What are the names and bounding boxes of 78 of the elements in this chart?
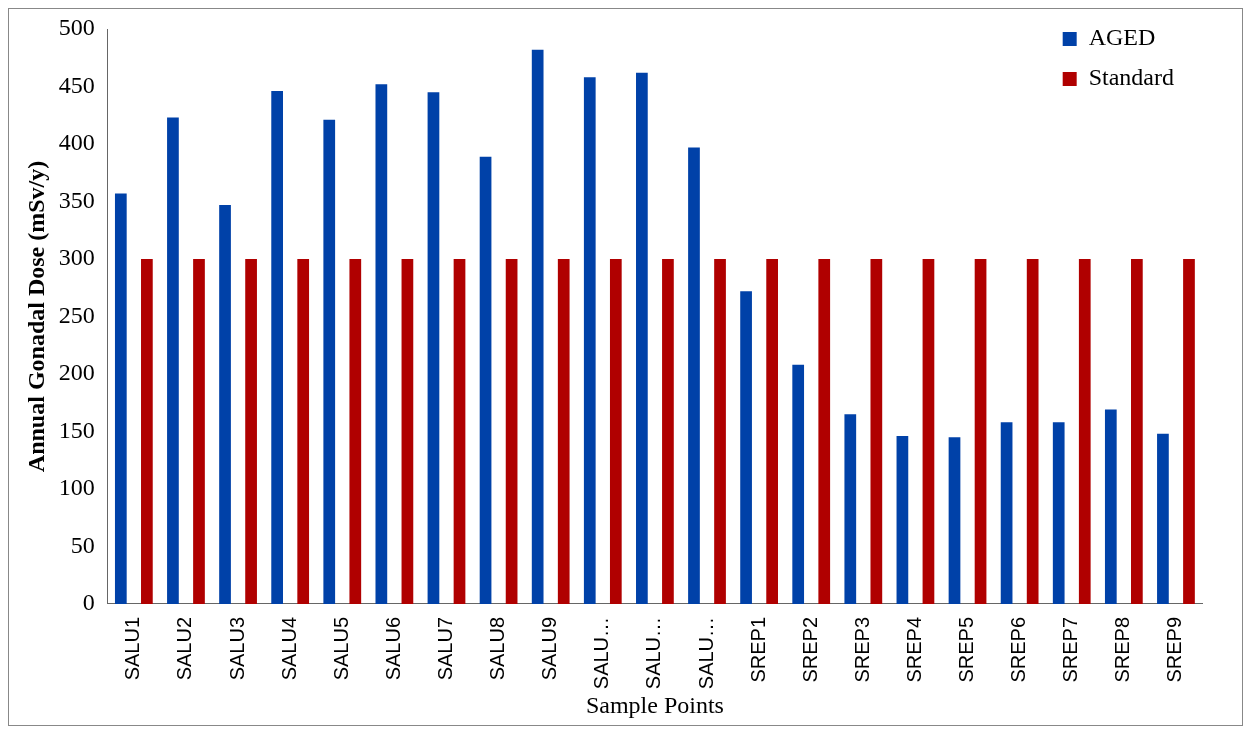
x-tick-label: SALU… (642, 616, 665, 690)
bar (609, 258, 622, 604)
bar (1000, 422, 1013, 604)
y-tick-label: 200 (58, 359, 95, 386)
bar (896, 436, 909, 604)
bar (505, 258, 518, 604)
bar (818, 258, 831, 604)
x-tick-label: SALU7 (434, 616, 456, 681)
y-tick-label: 400 (58, 129, 95, 156)
x-tick-label: SALU8 (486, 616, 509, 681)
x-axis-title: Sample Points (585, 691, 724, 718)
bar (114, 193, 127, 604)
x-tick-label: SREP7 (1059, 616, 1082, 683)
x-tick-label: SALU… (590, 616, 613, 690)
x-tick-label: SREP5 (955, 616, 978, 683)
y-tick-label: 450 (58, 71, 95, 98)
bar (427, 92, 440, 604)
bar (193, 258, 205, 604)
x-tick-label: SREP2 (798, 616, 821, 683)
bar (1131, 258, 1143, 604)
x-tick-label: SALU9 (538, 616, 561, 681)
bar (922, 258, 935, 604)
y-tick-label: 350 (58, 186, 95, 213)
bar (870, 258, 883, 604)
x-tick-label: SREP9 (1163, 616, 1186, 683)
x-tick-label: SALU6 (381, 616, 404, 681)
bar (479, 156, 492, 604)
bar (271, 91, 283, 604)
bar (740, 291, 752, 604)
x-tick-label: SALU… (694, 616, 717, 690)
bar (1183, 258, 1195, 604)
y-tick-label: 0 (82, 589, 95, 616)
x-tick-label: SREP1 (746, 616, 769, 683)
bar (401, 258, 414, 604)
bar (662, 258, 674, 604)
x-tick-label: SREP4 (902, 616, 925, 683)
bar (714, 258, 726, 604)
bar (1052, 422, 1065, 604)
bar (636, 72, 648, 604)
x-tick-label: SREP3 (850, 616, 873, 683)
bar (453, 258, 466, 604)
bar (531, 49, 544, 604)
y-tick-label: 300 (58, 244, 95, 271)
y-axis-title: Annual Gonadal Dose (mSv/y) (22, 160, 49, 473)
bar (688, 147, 700, 604)
bar (297, 258, 310, 604)
bar (1104, 409, 1117, 604)
y-tick-label: 50 (70, 531, 95, 558)
x-tick-label: SREP6 (1007, 616, 1030, 683)
bar (1026, 258, 1039, 604)
bar (766, 258, 778, 604)
x-tick-label: SALU2 (173, 616, 196, 681)
bar (219, 204, 231, 604)
bar (583, 77, 596, 604)
bar (1157, 433, 1169, 604)
bar (167, 117, 179, 604)
y-tick-label: 100 (58, 474, 95, 501)
y-tick-label: 250 (58, 301, 95, 328)
x-tick-label: SALU1 (121, 616, 144, 681)
bar (1078, 258, 1091, 604)
bar (844, 414, 857, 604)
y-tick-label: 500 (58, 14, 95, 41)
bar (792, 364, 805, 604)
legend-label: AGED (1088, 24, 1156, 51)
bar (245, 258, 257, 604)
bar (349, 258, 362, 604)
y-tick-label: 150 (58, 416, 95, 443)
x-tick-label: SREP8 (1111, 616, 1134, 683)
legend-label: Standard (1088, 64, 1174, 91)
x-tick-label: SALU4 (277, 616, 300, 681)
bar (141, 258, 153, 604)
x-tick-label: SALU5 (329, 616, 352, 681)
bar (323, 119, 336, 604)
x-tick-label: SALU3 (225, 616, 248, 681)
bar (375, 84, 388, 604)
bar (974, 258, 987, 604)
bar (557, 258, 570, 604)
bar (948, 437, 961, 604)
